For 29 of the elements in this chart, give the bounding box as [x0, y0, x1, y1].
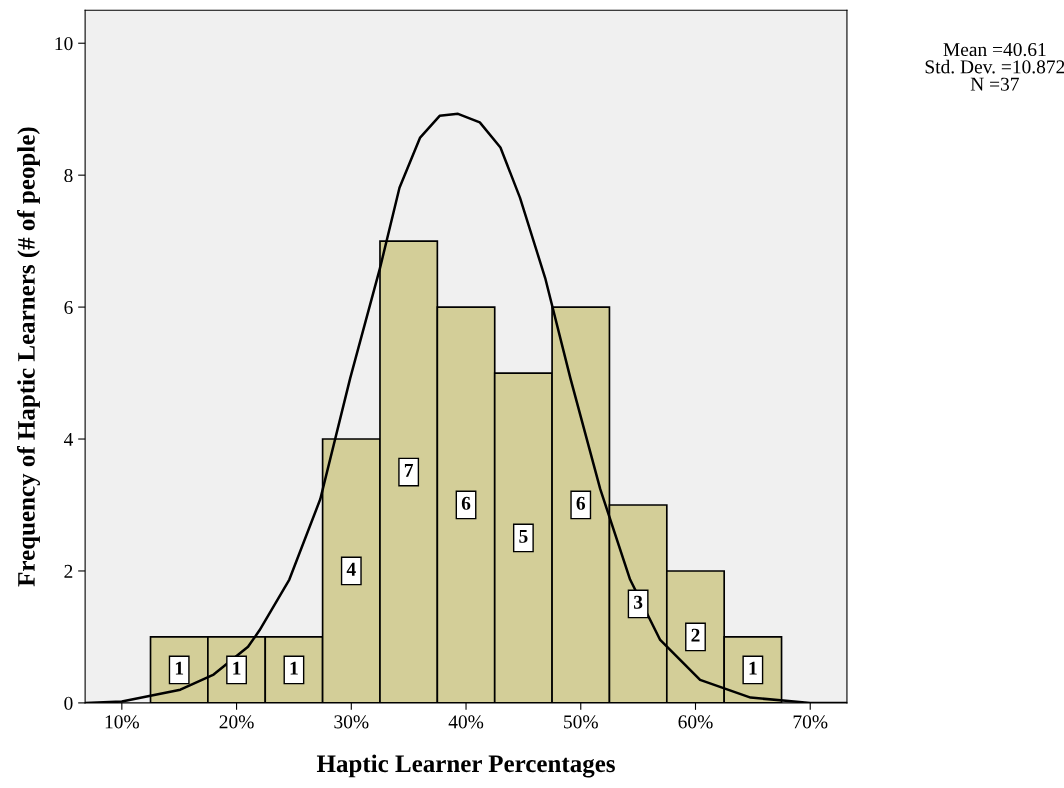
y-tick-label: 0: [64, 696, 73, 710]
text: Std. Dev. =10.872: [925, 59, 1064, 74]
data-label: 7: [404, 463, 414, 477]
text: Mean =40.61: [943, 42, 1046, 57]
x-tick-label: 30%: [334, 715, 369, 729]
y-tick-label: 4: [63, 432, 74, 446]
y-tick-label: 2: [64, 564, 73, 578]
data-label: 1: [290, 661, 298, 675]
text: N =37: [970, 77, 1019, 91]
x-axis-title: Haptic Learner Percentages: [316, 754, 615, 778]
x-tick-label: 20%: [219, 715, 254, 729]
x-tick-label: 40%: [448, 715, 484, 729]
data-label: 1: [175, 661, 184, 675]
y-tick-label: 10: [55, 37, 73, 51]
data-label: 1: [233, 661, 241, 675]
data-label: 5: [519, 529, 528, 543]
data-label: 6: [461, 496, 471, 510]
data-label: 2: [691, 628, 700, 642]
data-label: 6: [576, 496, 586, 510]
data-label: 4: [346, 562, 356, 576]
y-tick-label: 8: [64, 168, 73, 183]
y-axis-title: Frequency of Haptic Learners (# of people): [16, 127, 40, 587]
y-tick-label: 6: [64, 300, 73, 315]
x-tick-label: 70%: [793, 715, 828, 729]
x-tick-label: 50%: [564, 715, 598, 729]
x-tick-label: 60%: [678, 715, 713, 729]
data-label: 1: [749, 661, 757, 675]
x-tick-label: 10%: [105, 715, 139, 729]
data-label: 3: [634, 595, 643, 609]
